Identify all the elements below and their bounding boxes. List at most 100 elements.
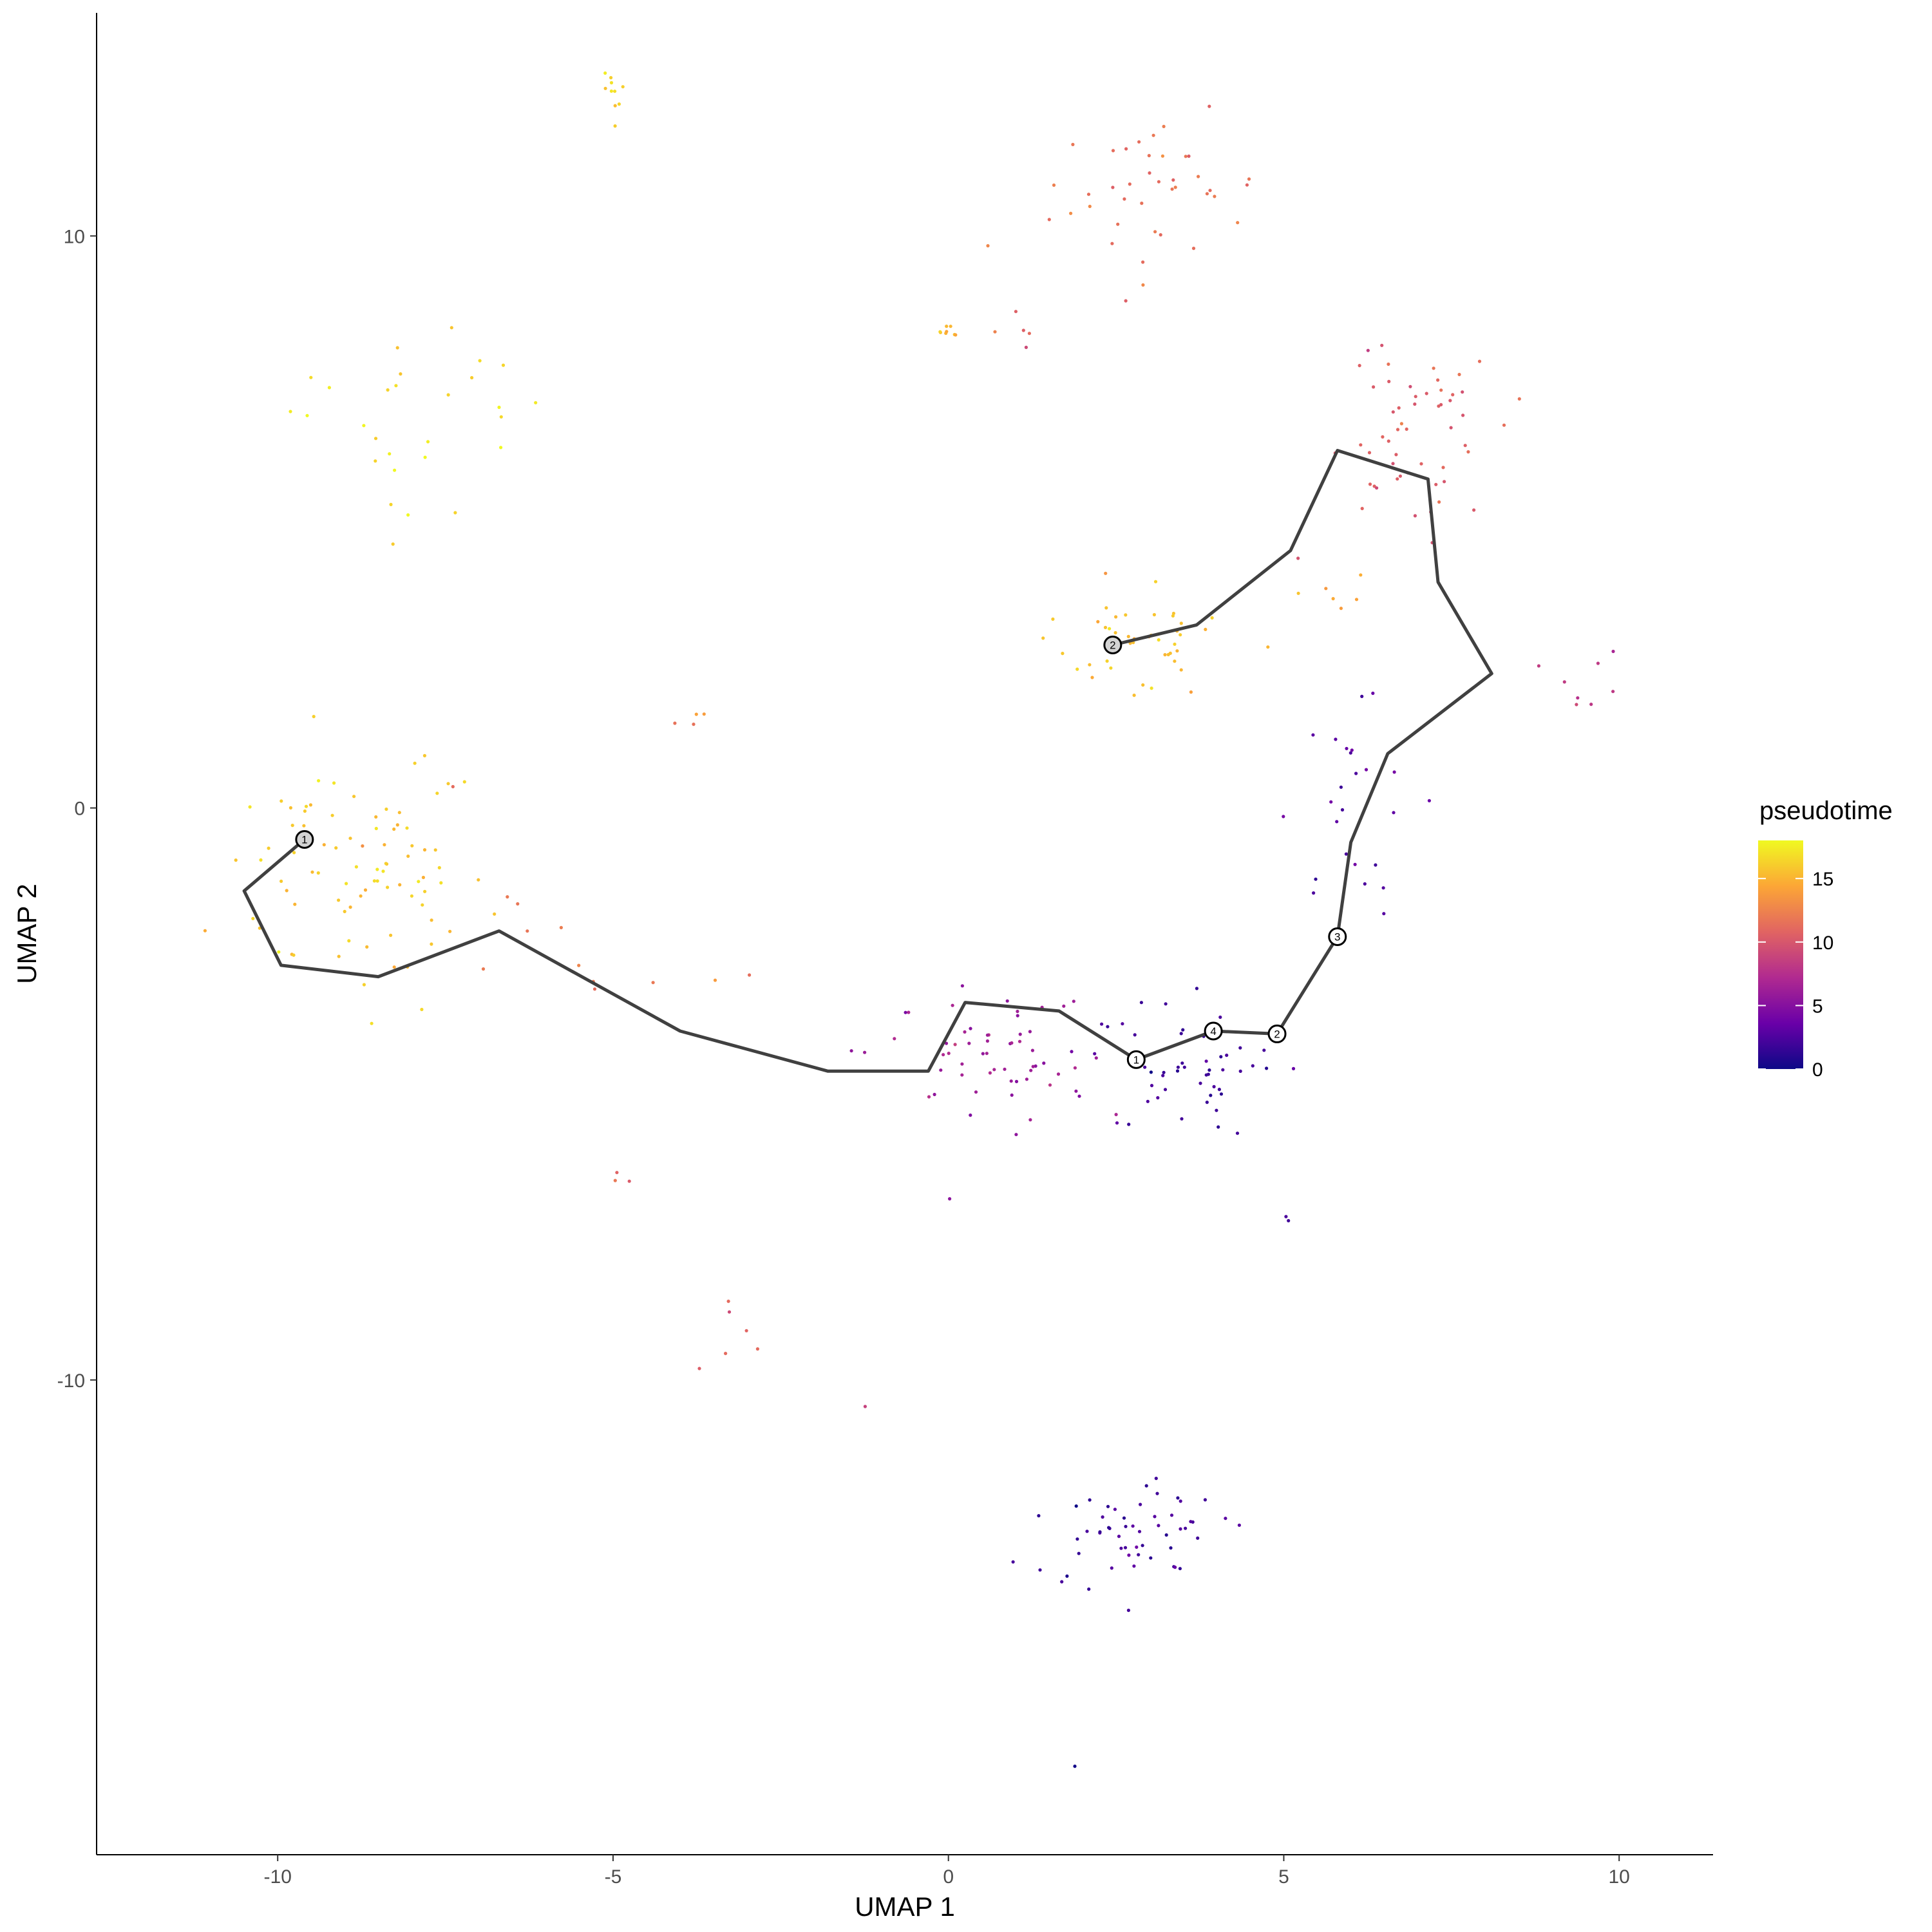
- cell-point: [724, 1352, 728, 1356]
- cell-point: [405, 826, 409, 830]
- cell-point: [1009, 1079, 1013, 1083]
- cell-point: [945, 325, 949, 328]
- cell-point: [1398, 474, 1402, 478]
- cell-points-layer: [203, 71, 1615, 1768]
- cell-point: [615, 1171, 619, 1175]
- cell-point: [1360, 694, 1364, 698]
- cell-point: [1127, 1553, 1131, 1557]
- cell-point: [1408, 384, 1412, 388]
- cell-point: [1110, 1566, 1113, 1570]
- cell-point: [1372, 385, 1376, 389]
- x-tick-label: 5: [1278, 1866, 1289, 1888]
- x-axis-title: UMAP 1: [855, 1891, 955, 1922]
- cell-point: [939, 1068, 943, 1072]
- x-tick-label: 0: [943, 1866, 954, 1888]
- cell-point: [1051, 617, 1055, 621]
- cell-point: [303, 809, 307, 813]
- cell-point: [1382, 912, 1386, 916]
- cell-point: [305, 413, 309, 417]
- cell-point: [1391, 410, 1395, 414]
- cell-point: [1170, 1513, 1174, 1517]
- legend-tick-label: 15: [1812, 869, 1833, 890]
- cell-point: [1005, 999, 1009, 1003]
- cell-point: [516, 902, 520, 906]
- cell-point: [1171, 614, 1175, 618]
- cell-point: [1048, 1083, 1052, 1087]
- cell-point: [1387, 362, 1390, 366]
- cell-point: [1208, 1068, 1211, 1072]
- cell-point: [365, 945, 369, 949]
- cell-point: [1065, 1574, 1069, 1578]
- cell-point: [1154, 1477, 1158, 1481]
- cell-point: [386, 886, 390, 889]
- cell-point: [1151, 133, 1155, 137]
- cell-point: [1018, 1039, 1022, 1043]
- cell-point: [1204, 627, 1208, 632]
- cell-point: [1114, 615, 1118, 619]
- cell-point: [1025, 1077, 1028, 1081]
- cell-point: [1061, 652, 1065, 656]
- cell-point: [426, 440, 430, 444]
- cell-point: [1132, 1564, 1136, 1568]
- cell-point: [1141, 260, 1145, 264]
- cell-point: [559, 925, 564, 929]
- cell-point: [1037, 1514, 1041, 1518]
- cell-point: [1191, 247, 1196, 251]
- cell-point: [1291, 1066, 1296, 1070]
- cell-point: [1170, 187, 1174, 191]
- node-label: 2: [1274, 1028, 1280, 1040]
- cell-point: [627, 1179, 631, 1183]
- cell-point: [1179, 1032, 1183, 1036]
- cell-point: [1436, 378, 1440, 382]
- cell-point: [1090, 676, 1094, 679]
- cell-point: [1021, 328, 1025, 332]
- cell-point: [392, 827, 396, 831]
- cell-point: [1126, 1608, 1130, 1613]
- cell-point: [1427, 799, 1431, 802]
- cell-point: [1238, 1069, 1242, 1073]
- cell-point: [755, 1347, 759, 1351]
- cell-point: [1203, 1498, 1207, 1502]
- cell-point: [1182, 1065, 1186, 1069]
- cell-point: [1146, 1099, 1150, 1103]
- cell-point: [234, 858, 238, 862]
- cell-point: [1162, 1070, 1166, 1074]
- cell-point: [1176, 1496, 1180, 1500]
- cell-point: [1339, 785, 1343, 789]
- cell-point: [1010, 1093, 1014, 1097]
- cell-point: [1448, 399, 1452, 402]
- cell-point: [1575, 703, 1578, 706]
- cell-point: [1072, 999, 1075, 1003]
- cell-point: [1014, 1079, 1019, 1083]
- cell-point: [1181, 1028, 1185, 1032]
- cell-point: [446, 782, 450, 786]
- cell-point: [1396, 477, 1399, 481]
- cell-point: [1245, 183, 1249, 187]
- cell-point: [1179, 1499, 1182, 1503]
- cell-point: [1329, 800, 1333, 804]
- cell-point: [1366, 348, 1370, 352]
- cell-point: [967, 1041, 971, 1045]
- cell-point: [363, 888, 368, 892]
- cell-point: [1121, 1022, 1124, 1026]
- cell-point: [1209, 1094, 1213, 1097]
- cell-point: [332, 781, 336, 785]
- cell-point: [347, 939, 351, 943]
- cell-point: [1251, 1064, 1255, 1068]
- cell-point: [1144, 1484, 1148, 1488]
- cell-point: [1060, 1580, 1064, 1584]
- cell-point: [1399, 422, 1403, 426]
- cell-point: [374, 815, 378, 819]
- cell-point: [374, 459, 377, 463]
- cell-point: [1139, 1001, 1143, 1005]
- cell-point: [1152, 612, 1156, 617]
- cell-point: [1360, 507, 1364, 511]
- cell-point: [1077, 1094, 1081, 1098]
- cell-point: [1374, 863, 1378, 867]
- cell-point: [1124, 1524, 1128, 1528]
- cell-point: [1466, 450, 1470, 454]
- cell-point: [1353, 862, 1357, 866]
- y-tick-label: 0: [74, 799, 85, 820]
- cell-point: [421, 903, 424, 907]
- cell-point: [613, 104, 617, 108]
